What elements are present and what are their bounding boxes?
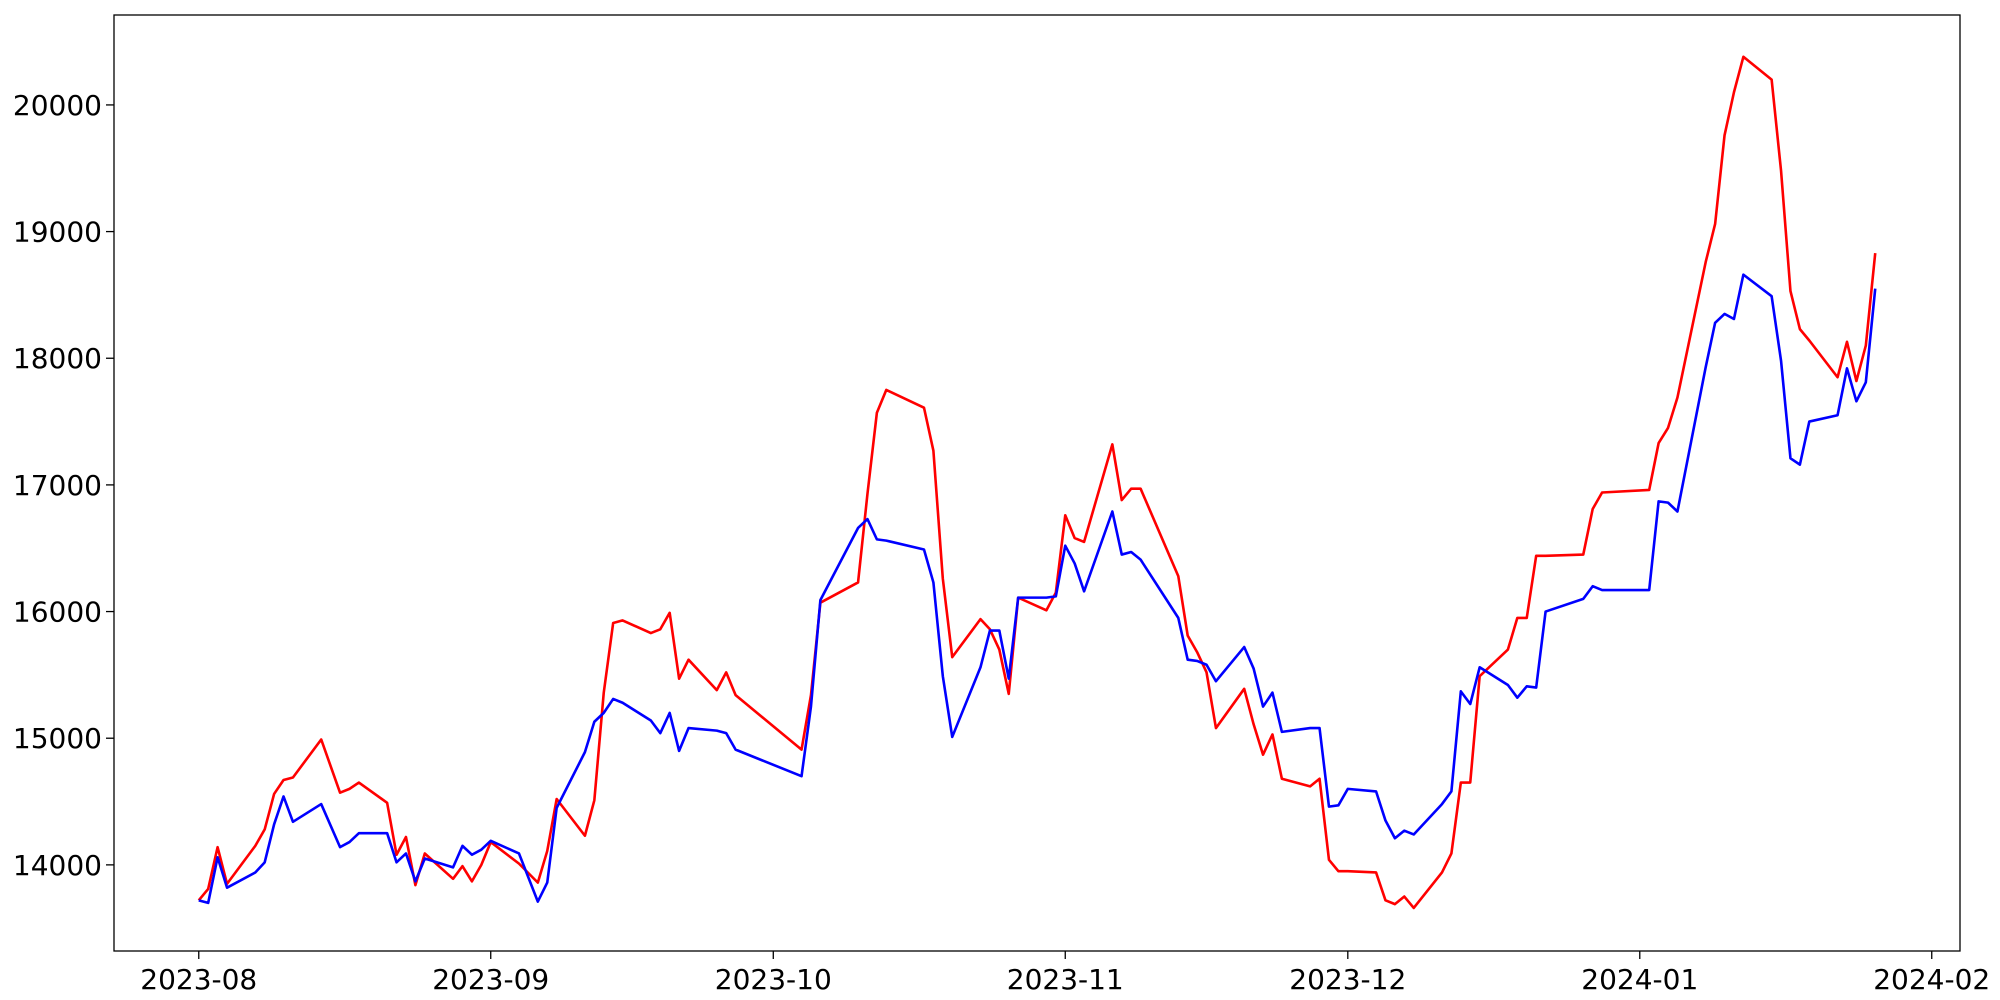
y-tick-label: 20000 <box>13 89 102 122</box>
plot-frame <box>113 14 1961 952</box>
y-tick-label: 17000 <box>13 469 102 502</box>
series-line <box>197 55 1877 910</box>
y-tick-label: 15000 <box>13 722 102 755</box>
x-tick-label: 2024-01 <box>1581 963 1698 996</box>
y-tick-label: 19000 <box>13 216 102 249</box>
x-tick-label: 2024-02 <box>1873 963 1990 996</box>
y-tick-label: 16000 <box>13 596 102 629</box>
x-tick-label: 2023-11 <box>1007 963 1124 996</box>
y-tick-label: 18000 <box>13 342 102 375</box>
series-line <box>198 273 1877 905</box>
y-tick-label: 14000 <box>13 849 102 882</box>
x-tick-label: 2023-08 <box>140 963 257 996</box>
x-tick-label: 2023-12 <box>1289 963 1406 996</box>
x-tick-label: 2023-10 <box>715 963 832 996</box>
x-tick-label: 2023-09 <box>432 963 549 996</box>
